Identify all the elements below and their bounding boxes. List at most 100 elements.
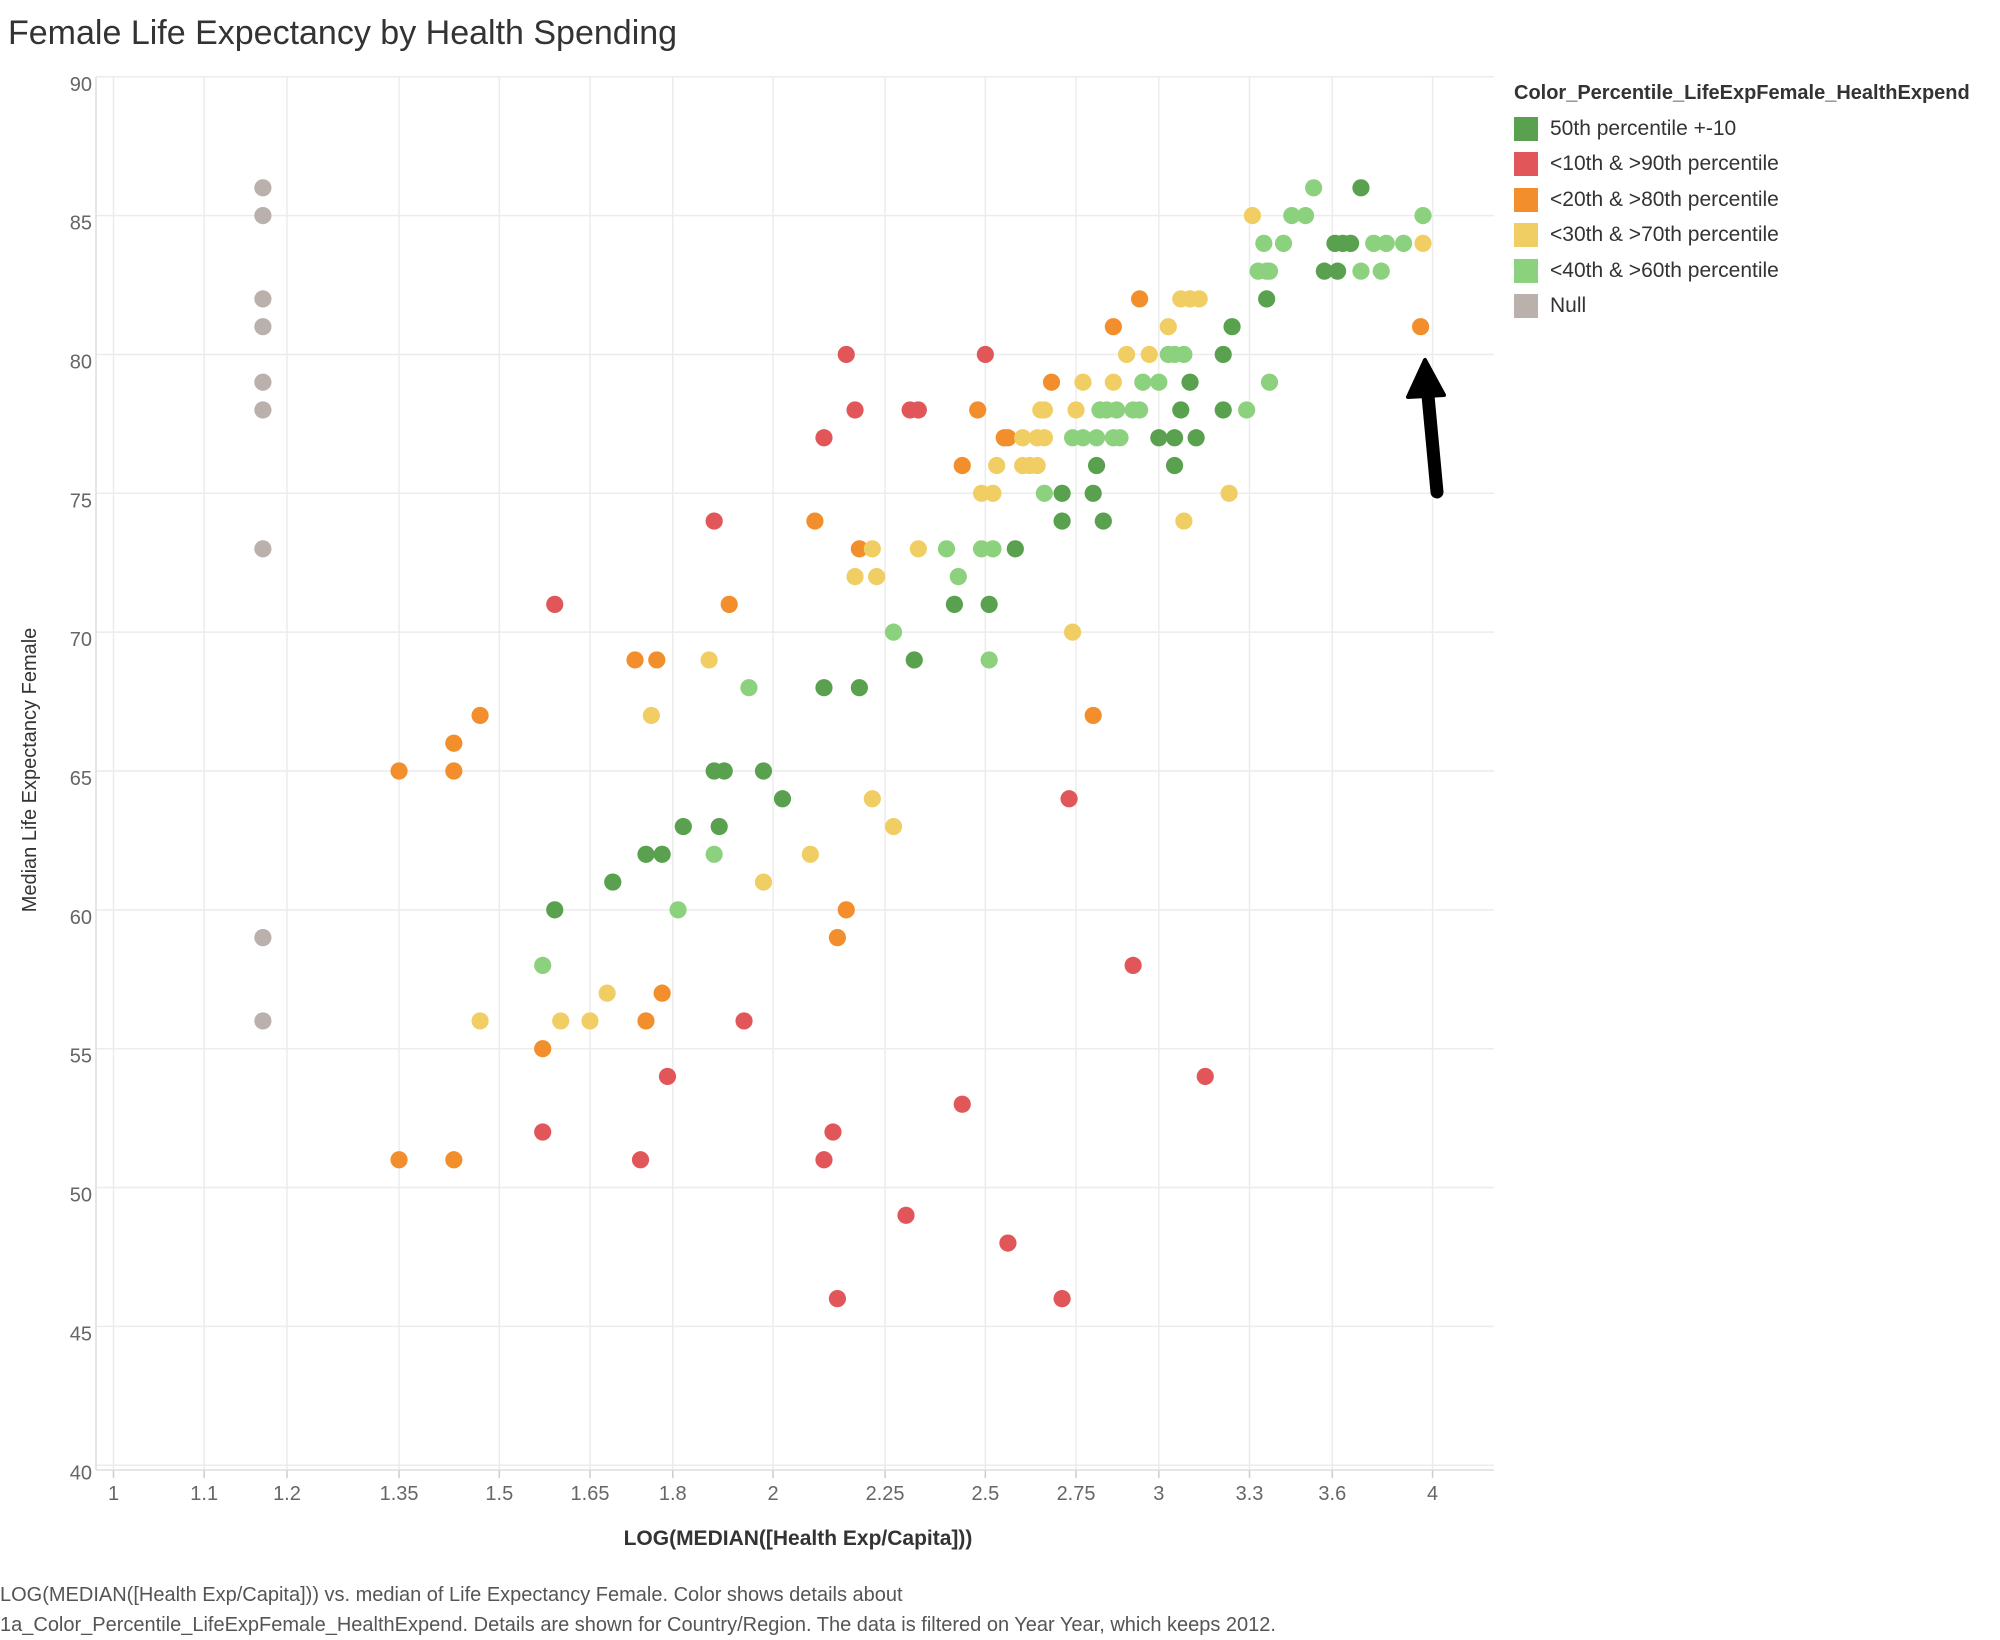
data-point[interactable]: 3.81, 84 [1377,234,1395,252]
data-point[interactable]: 1.59, 60 [546,901,564,919]
legend-item[interactable]: <30th & >70th percentile [1514,218,1970,254]
data-point[interactable]: 1.94, 56 [735,1012,753,1030]
data-point[interactable]: 2.94, 82 [1131,290,1149,308]
data-point[interactable]: 2.77, 77 [1074,429,1092,447]
data-point[interactable]: 3.76, 84 [1365,234,1383,252]
legend-item[interactable]: <10th & >90th percentile [1514,147,1970,183]
data-point[interactable]: 1.57, 58 [534,956,552,974]
data-point[interactable]: 2.95, 79 [1134,373,1152,391]
data-point[interactable]: 2.4, 73 [937,540,956,558]
data-point[interactable]: 2.97, 80 [1140,345,1158,364]
data-point[interactable]: 3.5, 85 [1296,207,1315,225]
data-point[interactable]: 2.75, 78 [1067,401,1085,419]
data-point[interactable]: 1.43, 65 [445,762,463,780]
legend-item[interactable]: <40th & >60th percentile [1514,253,1970,289]
data-point[interactable]: 3.05, 77 [1165,429,1184,447]
data-point[interactable]: 2.16, 80 [837,345,855,364]
data-point[interactable]: 3.05, 76 [1165,456,1184,475]
data-point[interactable]: 2.81, 76 [1087,456,1106,475]
data-point[interactable]: 1.78, 57 [653,984,671,1002]
data-point[interactable]: 1.57, 52 [534,1123,552,1141]
data-point[interactable]: 1.75, 62 [637,845,655,863]
data-point[interactable]: 2.66, 75 [1035,484,1053,502]
data-point[interactable]: 2.66, 78 [1035,401,1053,419]
data-point[interactable]: 1.6, 56 [552,1012,570,1030]
data-point[interactable]: 2.43, 72 [949,568,967,586]
data-point[interactable]: 2.18, 78 [846,401,864,419]
data-point[interactable]: 1.17, 78 [254,401,272,419]
data-point[interactable]: 1.17, 59 [254,929,272,947]
data-point[interactable]: 1.75, 56 [637,1012,655,1030]
data-point[interactable]: 1.35, 51 [390,1151,408,1169]
data-point[interactable]: 2.53, 76 [988,456,1006,475]
data-point[interactable]: 2.9, 80 [1117,345,1136,364]
data-point[interactable]: 3.67, 84 [1342,234,1360,252]
data-point[interactable]: 2.11, 68 [815,679,833,697]
data-point[interactable]: 2.66, 77 [1035,429,1053,447]
data-point[interactable]: 3.03, 81 [1159,318,1177,336]
data-point[interactable]: 1.9, 65 [715,762,733,780]
data-point[interactable]: 3.35, 84 [1255,234,1273,252]
data-point[interactable]: 2.51, 71 [980,595,998,613]
data-point[interactable]: 3.21, 78 [1214,401,1232,419]
data-point[interactable]: 2.11, 77 [815,429,833,447]
data-point[interactable]: 1.98, 65 [754,762,773,780]
data-point[interactable]: 1.17, 81 [254,318,272,336]
data-point[interactable]: 3.88, 84 [1394,234,1413,252]
data-point[interactable]: 2.92, 58 [1124,956,1142,974]
data-point[interactable]: 1.65, 56 [581,1012,599,1030]
data-point[interactable]: 3.57, 83 [1315,262,1333,280]
data-point[interactable]: 1.17, 82 [254,290,272,308]
data-point[interactable]: 2.27, 70 [884,623,903,641]
data-point[interactable]: 3.12, 77 [1187,429,1205,447]
data-point[interactable]: 2.14, 59 [828,929,847,947]
data-point[interactable]: 3.37, 83 [1260,262,1279,280]
data-point[interactable]: 2.8, 67 [1084,706,1102,725]
data-point[interactable]: 1.74, 51 [631,1151,650,1169]
data-point[interactable]: 1.68, 57 [598,984,616,1002]
data-point[interactable]: 3, 77 [1150,429,1168,447]
data-point[interactable]: 2.11, 51 [815,1151,833,1169]
data-point[interactable]: 2.87, 78 [1108,401,1126,419]
data-point[interactable]: 2.52, 75 [984,484,1002,502]
data-point[interactable]: 1.17, 86 [254,179,272,197]
data-point[interactable]: 1.77, 69 [648,651,666,669]
data-point[interactable]: 3.42, 84 [1274,234,1293,252]
data-point[interactable]: 2.32, 69 [905,651,923,669]
data-point[interactable]: 3.23, 75 [1220,484,1238,502]
data-point[interactable]: 3.1, 79 [1181,373,1199,391]
data-point[interactable]: 3.36, 82 [1258,290,1276,308]
data-point[interactable]: 2.56, 77 [999,429,1017,447]
data-point[interactable]: 1.88, 62 [705,845,723,863]
data-point[interactable]: 1.43, 66 [445,734,463,752]
data-point[interactable]: 2.27, 63 [884,817,903,836]
data-point[interactable]: 2.19, 68 [850,679,868,697]
data-point[interactable]: 1.89, 63 [710,817,728,836]
data-point[interactable]: 2.22, 73 [863,540,881,558]
data-point[interactable]: 1.82, 63 [674,817,692,836]
data-point[interactable]: 2.13, 52 [824,1123,842,1141]
data-point[interactable]: 2.23, 72 [868,568,886,586]
data-point[interactable]: 1.73, 69 [626,651,644,669]
data-point[interactable]: 3.95, 81 [1411,318,1430,336]
data-point[interactable]: 2.77, 79 [1074,373,1092,391]
data-point[interactable]: 1.81, 60 [669,901,687,919]
data-point[interactable]: 1.69, 61 [604,873,622,891]
data-point[interactable]: 2.14, 46 [828,1290,847,1308]
data-point[interactable]: 1.98, 61 [754,873,773,891]
data-point[interactable]: 2.5, 80 [976,345,994,364]
legend-item[interactable]: Null [1514,289,1970,325]
data-point[interactable]: 2.83, 74 [1094,512,1112,530]
data-point[interactable]: 2.22, 64 [863,790,881,808]
data-point[interactable]: 2.73, 64 [1060,790,1078,808]
data-point[interactable]: 3.15, 54 [1196,1067,1214,1086]
data-point[interactable]: 2.33, 73 [909,540,927,558]
data-point[interactable]: 2.19, 73 [850,540,868,558]
data-point[interactable]: 2.51, 69 [980,651,998,669]
data-point[interactable]: 1.76, 67 [642,706,660,725]
data-point[interactable]: 1.95, 68 [740,679,758,697]
data-point[interactable]: 3.79, 83 [1372,262,1390,280]
data-point[interactable]: 2.18, 72 [846,568,864,586]
data-point[interactable]: 1.88, 74 [705,512,723,530]
data-point[interactable]: 2.71, 46 [1053,1290,1071,1308]
